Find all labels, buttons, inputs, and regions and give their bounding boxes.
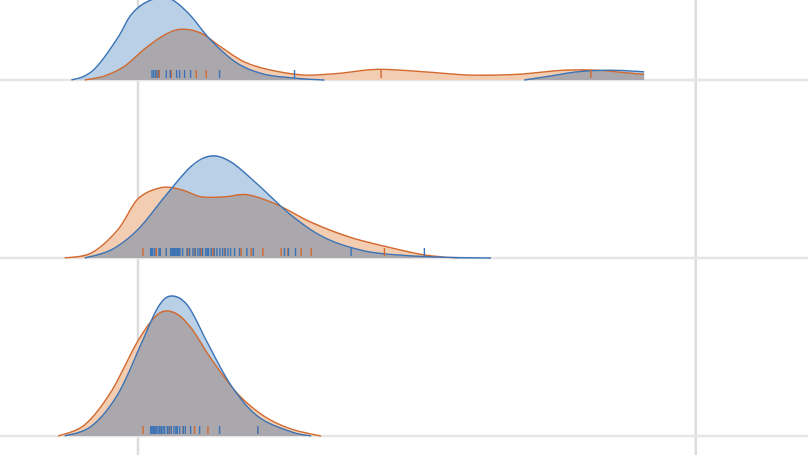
panel-1-series-a-line bbox=[524, 69, 645, 81]
panel-1-series-b-line bbox=[84, 28, 645, 81]
panel-1-series-a-line bbox=[71, 0, 325, 81]
panel-2-series-b-line bbox=[64, 186, 458, 259]
panel-3-series-b-line bbox=[57, 310, 322, 437]
panel-2-series-a-line bbox=[84, 155, 492, 259]
panel-3-series-a-line bbox=[64, 295, 312, 437]
panel-1-overlap-area bbox=[84, 29, 645, 80]
panel-3-overlap-area bbox=[64, 310, 312, 436]
